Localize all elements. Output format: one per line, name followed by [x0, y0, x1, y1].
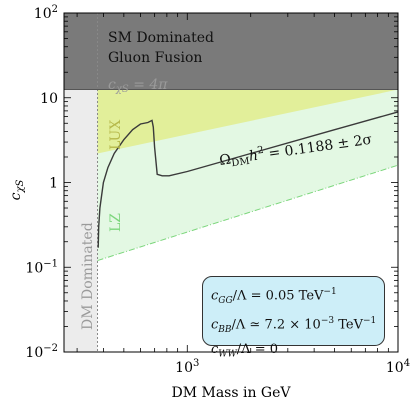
y-tick-label: 102: [34, 4, 58, 22]
gluon-fusion-label: Gluon Fusion: [108, 50, 202, 66]
x-tick-label: 103: [175, 358, 199, 376]
legend-line-bb: cBB/Λ ≃ 7.2 × 10−3 TeV−1: [211, 315, 377, 335]
perturbativity-label: cχS = 4π: [108, 77, 168, 95]
regions-layer: [64, 13, 399, 353]
x-axis-label: DM Mass in GeV: [171, 385, 291, 401]
dm-dominated-label: DM Dominated: [80, 222, 96, 330]
dm-dominated-region: [64, 89, 98, 353]
y-tick-label: 10: [40, 91, 58, 107]
sm-dominated-label: SM Dominated: [108, 30, 214, 46]
x-tick-label: 104: [386, 358, 410, 376]
sm-dominated-region: [64, 13, 398, 90]
lux-label: LUX: [108, 120, 124, 150]
y-tick-label: 1: [49, 176, 58, 192]
coupling-legend-box: cGG/Λ = 0.05 TeV−1 cBB/Λ ≃ 7.2 × 10−3 Te…: [202, 276, 385, 359]
y-tick-label: 10−2: [25, 343, 58, 361]
y-axis-label: cχS: [8, 179, 26, 200]
y-tick-label: 10−1: [25, 258, 58, 276]
legend-line-gg: cGG/Λ = 0.05 TeV−1: [211, 287, 337, 306]
legend-line-ww: cWW/Λ = 0: [211, 341, 278, 360]
lz-label: LZ: [108, 213, 124, 232]
lz-boundary-line: [97, 164, 399, 262]
axis-ticks: 103 104 10−2 10−1 1 10 102: [25, 4, 410, 376]
relic-density-curve: [97, 111, 399, 248]
lux-region: [97, 89, 399, 154]
